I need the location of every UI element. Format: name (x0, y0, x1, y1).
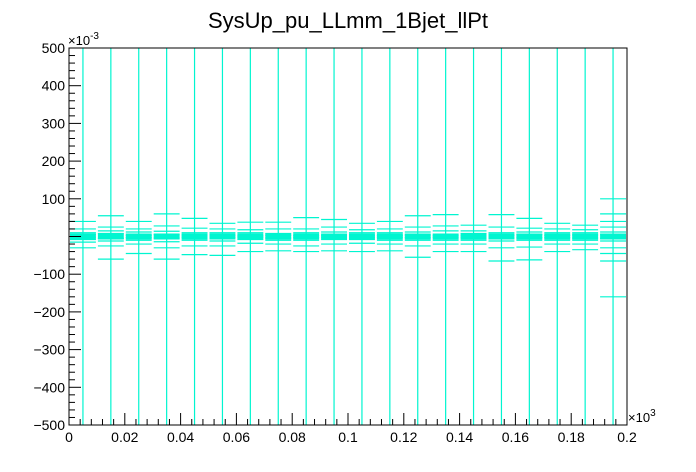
y-tick-label-3: 200 (42, 153, 66, 169)
data-band-7 (265, 233, 292, 240)
data-band-2 (125, 233, 152, 240)
x-tick-label-7: 0.14 (446, 429, 473, 445)
plot-frame (68, 47, 628, 426)
y-tick-label-7: −300 (33, 342, 65, 358)
y-axis-multiplier: ×10-3 (68, 31, 99, 48)
data-band-17 (544, 233, 571, 240)
data-band-10 (349, 233, 375, 240)
y-tick-label-1: 400 (42, 78, 66, 94)
data-band-0 (70, 233, 96, 240)
x-tick-label-3: 0.06 (223, 429, 250, 445)
data-band-9 (321, 233, 347, 240)
y-tick-label-4: 100 (42, 191, 66, 207)
data-band-8 (293, 233, 320, 240)
x-tick-label-0: 0 (65, 429, 73, 445)
data-band-15 (488, 233, 515, 240)
x-tick-label-4: 0.08 (279, 429, 306, 445)
data-band-14 (460, 233, 487, 240)
y-tick-label-6: −200 (33, 304, 65, 320)
data-band-18 (572, 233, 599, 240)
x-tick-label-6: 0.12 (390, 429, 417, 445)
y-tick-label-8: −400 (33, 379, 65, 395)
y-multiplier-base: ×10 (68, 33, 90, 48)
data-layer (70, 48, 626, 425)
data-band-4 (181, 233, 208, 240)
x-tick-label-8: 0.16 (502, 429, 529, 445)
x-multiplier-exponent: 3 (650, 408, 656, 419)
data-band-3 (153, 233, 180, 240)
data-band-5 (209, 233, 236, 240)
x-tick-label-2: 0.04 (167, 429, 194, 445)
x-tick-label-10: 0.2 (617, 429, 637, 445)
x-tick-label-5: 0.1 (338, 429, 358, 445)
y-tick-label-0: 500 (42, 40, 66, 56)
svg-text:×103: ×103 (628, 408, 656, 425)
data-band-1 (97, 233, 124, 240)
data-band-6 (237, 233, 264, 240)
data-band-13 (432, 233, 459, 240)
y-tick-label-5: −100 (33, 266, 65, 282)
data-band-11 (376, 233, 403, 240)
svg-text:×10-3: ×10-3 (68, 31, 99, 48)
data-band-16 (516, 233, 543, 240)
x-multiplier-base: ×10 (628, 410, 650, 425)
data-band-19 (600, 233, 626, 240)
y-multiplier-exponent: -3 (90, 31, 99, 42)
x-axis-multiplier: ×103 (628, 408, 656, 425)
y-tick-label-2: 300 (42, 115, 66, 131)
data-band-12 (404, 233, 431, 240)
x-tick-label-9: 0.18 (558, 429, 585, 445)
y-tick-label-9: −500 (33, 417, 65, 433)
chart-title: SysUp_pu_LLmm_1Bjet_llPt (208, 8, 488, 33)
x-tick-label-1: 0.02 (111, 429, 138, 445)
